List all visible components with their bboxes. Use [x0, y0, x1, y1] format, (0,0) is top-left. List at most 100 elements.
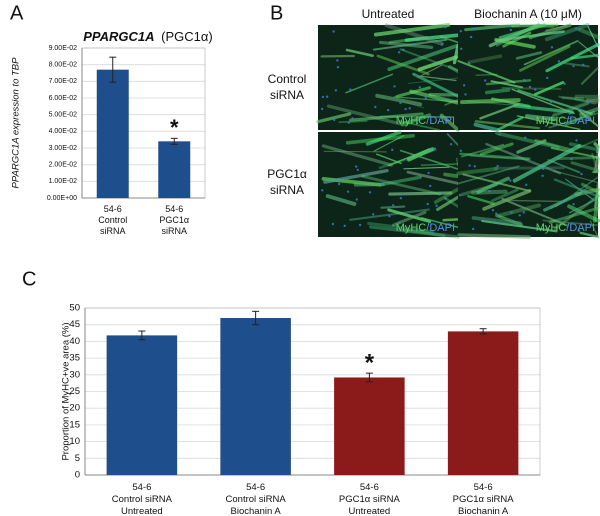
nucleus	[491, 209, 495, 212]
myotube	[369, 225, 446, 238]
myotube	[580, 66, 600, 85]
myotube	[387, 43, 460, 72]
nucleus	[534, 88, 537, 91]
nucleus	[587, 100, 590, 103]
nucleus	[399, 196, 403, 200]
myotube	[502, 31, 532, 48]
myotube	[433, 187, 460, 204]
nucleus	[408, 107, 411, 110]
myotube	[490, 80, 523, 89]
myotube	[593, 142, 600, 149]
myotube	[345, 133, 415, 145]
myotube	[345, 48, 374, 58]
nucleus	[471, 227, 475, 231]
y-tick-label: 1.00E-02	[49, 178, 78, 185]
myotube	[417, 55, 459, 72]
myotube	[365, 130, 402, 146]
row-label: Control siRNA	[268, 72, 307, 102]
nucleus	[351, 117, 354, 120]
myotube	[409, 89, 460, 105]
nucleus	[459, 149, 463, 153]
myotube	[565, 178, 599, 204]
myotube	[523, 40, 579, 66]
nucleus	[343, 224, 346, 228]
myotube	[551, 102, 590, 117]
x-tick-label: 54-6 PGC1α siRNA Untreated	[339, 482, 401, 516]
myotube	[459, 152, 531, 160]
myotube	[568, 200, 595, 214]
myotube	[439, 113, 460, 132]
nucleus	[336, 59, 339, 62]
chart-title: PPARGC1A (PGC1α)	[83, 29, 212, 44]
nucleus	[464, 93, 467, 96]
myotube	[469, 154, 529, 161]
myotube	[562, 62, 590, 68]
myotube	[316, 112, 352, 124]
myotube	[503, 199, 565, 203]
nucleus	[334, 89, 338, 92]
nucleus	[498, 133, 501, 136]
myotube	[553, 170, 599, 184]
nucleus	[460, 47, 463, 50]
nucleus	[510, 211, 513, 214]
myotube	[548, 112, 599, 129]
nucleus	[399, 101, 402, 105]
y-tick-label: 35	[69, 353, 80, 364]
myotube	[484, 88, 511, 95]
myotube	[574, 98, 597, 105]
myotube	[534, 139, 575, 152]
nucleus	[449, 142, 453, 146]
nucleus	[435, 204, 438, 207]
myotube	[515, 51, 543, 60]
nucleus	[416, 122, 419, 125]
x-tick-label: 54-6 Control siRNA Untreated	[112, 482, 173, 516]
y-axis-label: PPARGC1A expression to TBP	[11, 57, 22, 189]
myotube	[490, 188, 519, 203]
nucleus	[320, 107, 324, 111]
stain-dapi: /DAPI	[426, 115, 455, 127]
myotube	[557, 156, 600, 161]
panel-label: B	[270, 2, 283, 24]
myotube	[323, 168, 389, 184]
nucleus	[579, 108, 582, 111]
nucleus	[549, 100, 553, 104]
myotube	[408, 77, 459, 84]
nucleus	[349, 88, 352, 91]
myotube	[456, 167, 499, 176]
myotube	[442, 218, 460, 222]
myotube	[542, 219, 599, 227]
myotube	[484, 24, 541, 27]
nucleus	[523, 136, 527, 139]
y-tick-label: 6.00E-02	[49, 95, 78, 102]
y-tick-label: 15	[69, 419, 80, 430]
nucleus	[546, 76, 549, 80]
myotube	[481, 219, 558, 233]
myotube	[379, 115, 454, 118]
nucleus	[440, 43, 444, 46]
myotube	[564, 110, 595, 127]
nucleus	[552, 123, 556, 126]
nucleus	[458, 194, 462, 197]
myotube	[349, 208, 430, 221]
myotube	[501, 197, 569, 227]
nucleus	[332, 30, 335, 33]
myotube	[326, 104, 403, 126]
myotube	[561, 96, 585, 101]
nucleus	[386, 108, 390, 112]
row-label: PGC1α siRNA	[267, 167, 307, 197]
myotube	[497, 203, 542, 218]
myotube	[367, 221, 435, 234]
myotube	[548, 206, 600, 224]
stain-dapi: /DAPI	[566, 115, 595, 127]
myotube	[406, 170, 460, 185]
myotube	[589, 220, 599, 238]
y-tick-label: 3.00E-02	[49, 145, 78, 152]
nucleus	[325, 95, 329, 98]
nucleus	[444, 197, 447, 200]
nucleus	[528, 85, 532, 89]
myotube	[323, 150, 387, 153]
nucleus	[557, 60, 561, 63]
nucleus	[459, 29, 463, 33]
myotube	[498, 23, 547, 40]
